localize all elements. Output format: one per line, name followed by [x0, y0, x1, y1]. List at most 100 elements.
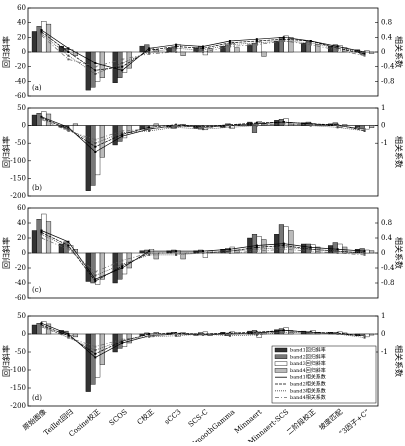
line-marker [282, 244, 285, 247]
line-marker [255, 246, 258, 249]
y-tick-label: -150 [10, 174, 26, 182]
line-marker [148, 250, 151, 253]
y2-tick-label: 0 [381, 48, 385, 56]
y2-tick-label: 1 [381, 312, 385, 320]
line-marker [255, 244, 258, 247]
panel-label: (c) [32, 286, 42, 294]
y-tick-label: 60 [17, 204, 26, 212]
line-marker [202, 250, 204, 253]
line-marker [255, 123, 258, 126]
line-marker [282, 242, 285, 245]
y2-tick-label: 1 [381, 104, 385, 112]
line-marker [202, 45, 204, 48]
y-tick-label: -200 [10, 192, 26, 200]
bar [31, 324, 37, 335]
line-marker [363, 250, 366, 253]
line-marker [363, 336, 366, 339]
line-marker [94, 138, 97, 141]
line-marker [202, 51, 204, 53]
bar [153, 123, 159, 126]
bar [220, 45, 226, 53]
y-tick-label: 0 [22, 48, 26, 56]
bar [247, 237, 253, 254]
y-tick-label: 0 [22, 330, 26, 338]
y-axis-label: 回归斜率 [1, 345, 11, 377]
legend-swatch [274, 368, 288, 373]
legend-label: band2回归斜率 [290, 353, 326, 360]
line-marker [309, 41, 312, 44]
plot-frame [27, 107, 379, 197]
line-marker [363, 253, 366, 256]
bar [99, 252, 105, 280]
bar [85, 51, 91, 91]
line-marker [94, 270, 97, 273]
bar [261, 51, 267, 57]
line-marker [228, 334, 231, 337]
line-marker [148, 252, 151, 254]
line-marker [228, 41, 231, 44]
line-marker [228, 252, 231, 254]
line-marker [255, 43, 258, 46]
line-marker [67, 51, 70, 53]
line-marker [282, 331, 285, 334]
line-marker [363, 128, 366, 131]
y-tick-label: -60 [15, 92, 26, 100]
line-marker [94, 274, 97, 277]
line-marker [228, 45, 231, 48]
line-marker [94, 73, 97, 75]
bar [234, 47, 240, 53]
line-marker [336, 248, 339, 251]
line-marker [228, 126, 231, 129]
line-marker [336, 47, 339, 50]
bar [153, 252, 159, 260]
line-marker [336, 49, 339, 52]
y-tick-label: 40 [17, 219, 26, 227]
bar [31, 230, 37, 254]
line-marker [148, 334, 151, 337]
bar [180, 252, 186, 260]
bar [90, 125, 96, 186]
legend-swatch [274, 361, 288, 366]
y-axis-label: 回归斜率 [1, 237, 11, 269]
line-marker [228, 124, 231, 127]
line-marker [40, 237, 43, 239]
line-marker [121, 135, 124, 138]
legend-label: band3回归斜率 [290, 360, 326, 367]
legend-label: band2相关系数 [290, 381, 326, 388]
panel-label: (a) [32, 84, 42, 92]
bar [45, 23, 52, 53]
line-marker [94, 151, 97, 153]
y2-tick-label: 0.8 [381, 219, 392, 227]
line-marker [148, 333, 151, 335]
x-tick-label: 原始图像 [21, 407, 48, 432]
panel-label: (d) [32, 394, 42, 402]
bar [315, 44, 321, 53]
line-marker [121, 62, 124, 64]
line-marker [40, 322, 43, 325]
line-marker [363, 129, 366, 132]
y2-tick-label: 0.8 [381, 19, 392, 27]
line-marker [67, 334, 70, 337]
line-marker [67, 336, 70, 339]
bar [247, 44, 253, 53]
y-tick-label: 20 [17, 33, 26, 41]
line-marker [94, 345, 97, 348]
line-marker [148, 49, 151, 52]
line-marker [40, 30, 43, 33]
line-marker [40, 32, 43, 35]
y-tick-label: -100 [10, 366, 26, 374]
y2-tick-label: -0.8 [381, 77, 395, 85]
bar [85, 125, 91, 191]
bar [369, 250, 375, 254]
bar [359, 125, 365, 129]
bar [301, 43, 307, 53]
line-marker [148, 253, 151, 256]
line-marker [94, 349, 97, 352]
line-marker [202, 49, 204, 52]
line-marker [121, 338, 124, 341]
bar [36, 219, 42, 254]
y2-axis-label: 相关系数 [394, 136, 404, 168]
bar [342, 124, 348, 126]
line-marker [175, 124, 178, 127]
